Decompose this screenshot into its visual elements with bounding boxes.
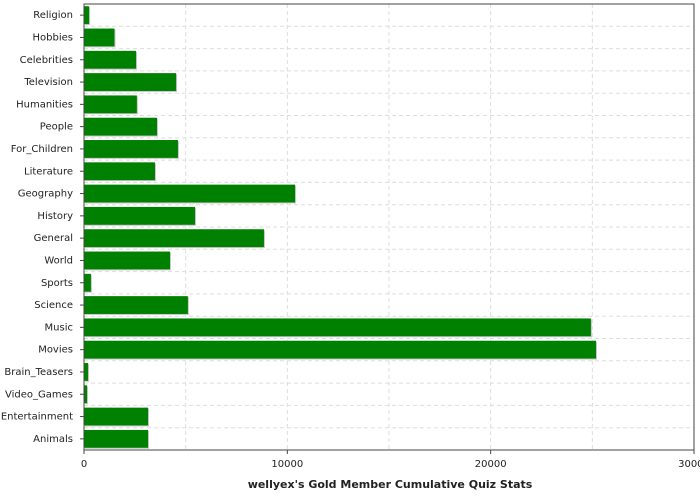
x-tick-label: 0 bbox=[81, 459, 87, 470]
y-tick-label: Animals bbox=[33, 434, 73, 445]
y-tick-label: Movies bbox=[38, 345, 73, 356]
y-tick-label: For_Children bbox=[11, 144, 73, 155]
y-tick-label: Video_Games bbox=[5, 389, 73, 400]
bar bbox=[84, 50, 137, 69]
bar bbox=[84, 184, 296, 203]
y-tick-label: Sports bbox=[41, 278, 73, 289]
bar bbox=[84, 340, 596, 359]
bar bbox=[84, 73, 177, 91]
y-tick-label: Music bbox=[45, 322, 73, 333]
bar bbox=[84, 162, 155, 181]
y-tick-label: Entertainment bbox=[1, 412, 73, 423]
y-tick-label: Science bbox=[34, 300, 73, 311]
x-tick-label: 10000 bbox=[271, 459, 303, 470]
bar bbox=[84, 206, 196, 225]
bar bbox=[84, 407, 149, 426]
y-tick-label: Hobbies bbox=[33, 32, 73, 43]
y-tick-label: Television bbox=[23, 77, 73, 88]
bar bbox=[84, 296, 188, 314]
y-tick-label: Brain_Teasers bbox=[4, 367, 73, 378]
y-tick-label: History bbox=[37, 211, 73, 222]
y-tick-label: Celebrities bbox=[20, 55, 73, 66]
bar bbox=[84, 28, 115, 47]
y-tick-label: General bbox=[34, 233, 73, 244]
bar bbox=[84, 117, 157, 136]
y-tick-label: People bbox=[40, 122, 73, 133]
bar bbox=[84, 6, 90, 25]
y-tick-label: Literature bbox=[24, 166, 73, 177]
bar bbox=[84, 385, 88, 404]
plot-frame bbox=[83, 3, 695, 451]
y-tick-label: Geography bbox=[18, 189, 73, 200]
x-tick-label: 30000 bbox=[678, 459, 700, 470]
bar bbox=[84, 318, 591, 337]
x-tick-label: 20000 bbox=[475, 459, 507, 470]
chart-title: wellyex's Gold Member Cumulative Quiz St… bbox=[248, 478, 533, 491]
bar bbox=[84, 429, 149, 448]
bar bbox=[84, 251, 171, 270]
bar bbox=[84, 363, 89, 381]
bar bbox=[84, 95, 137, 114]
y-tick-label: Religion bbox=[33, 10, 73, 21]
y-tick-label: World bbox=[44, 255, 73, 266]
y-tick-label: Humanities bbox=[16, 99, 73, 110]
bar bbox=[84, 273, 91, 292]
bar bbox=[84, 229, 264, 248]
bar bbox=[84, 140, 178, 158]
